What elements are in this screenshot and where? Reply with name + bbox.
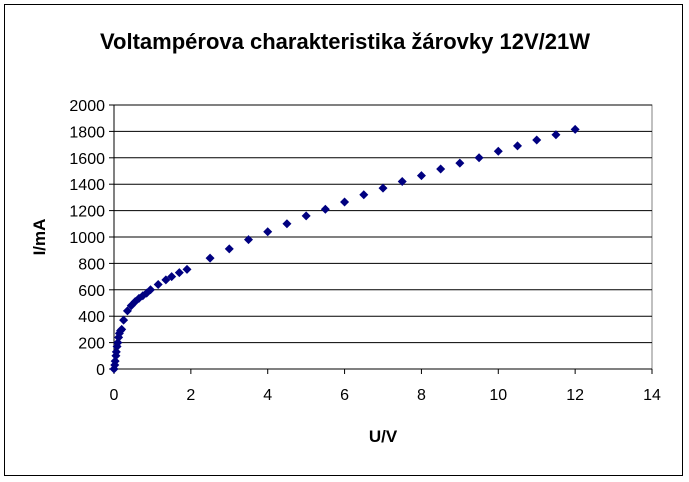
y-tick-label: 600	[78, 283, 105, 300]
x-tick-label: 6	[340, 387, 349, 404]
data-point	[146, 285, 156, 295]
x-tick-label: 0	[110, 387, 119, 404]
x-tick-label: 2	[186, 387, 195, 404]
data-point	[282, 219, 292, 229]
y-tick-label: 400	[78, 309, 105, 326]
x-tick-label: 14	[643, 387, 661, 404]
data-point	[174, 268, 184, 278]
y-tick-label: 1400	[69, 177, 105, 194]
data-point	[244, 235, 253, 245]
data-point	[122, 306, 132, 316]
axes	[109, 104, 653, 374]
x-tick-labels: 0 2 4 6 8 10 12 14	[110, 387, 661, 404]
data-point	[474, 153, 484, 163]
data-point	[320, 204, 330, 214]
data-point	[167, 272, 177, 282]
data-point	[119, 315, 129, 325]
data-point	[161, 275, 171, 285]
y-axis-label: I/mA	[30, 219, 49, 256]
x-axis-label: U/V	[369, 427, 398, 446]
x-tick-label: 8	[417, 387, 426, 404]
data-point	[397, 177, 407, 187]
data-point	[436, 164, 446, 174]
x-tick-label: 4	[263, 387, 272, 404]
data-point	[493, 146, 503, 156]
data-point	[117, 324, 127, 334]
data-point	[182, 264, 192, 274]
x-tick-label: 12	[566, 387, 584, 404]
data-point	[110, 356, 120, 366]
data-point	[224, 244, 234, 254]
data-point	[513, 141, 522, 151]
y-tick-label: 1800	[69, 124, 105, 141]
data-point	[532, 135, 542, 145]
chart-title: Voltampérova charakteristika žárovky 12V…	[100, 29, 590, 54]
x-tick-label: 10	[489, 387, 507, 404]
data-point	[378, 183, 388, 193]
data-point	[359, 190, 369, 200]
data-series	[109, 124, 580, 374]
y-tick-label: 1000	[69, 230, 105, 247]
data-point	[416, 171, 426, 181]
data-point	[263, 227, 273, 237]
y-tick-label: 0	[96, 362, 105, 379]
data-point	[570, 124, 580, 134]
y-tick-label: 1600	[69, 151, 105, 168]
y-tick-label: 1200	[69, 204, 105, 221]
y-tick-label: 2000	[69, 98, 105, 115]
data-point	[113, 338, 123, 348]
data-point	[205, 253, 215, 263]
y-tick-labels: 0 200 400 600 800 1000 1200 1400 1600 1800 2000	[69, 98, 105, 379]
y-tick-label: 800	[78, 256, 105, 273]
data-point	[340, 197, 350, 207]
data-point	[301, 211, 311, 221]
y-tick-label: 200	[78, 336, 105, 353]
data-point	[551, 130, 561, 140]
grid	[114, 104, 652, 344]
data-point	[111, 347, 121, 357]
data-point	[455, 158, 465, 168]
data-point	[153, 280, 163, 290]
